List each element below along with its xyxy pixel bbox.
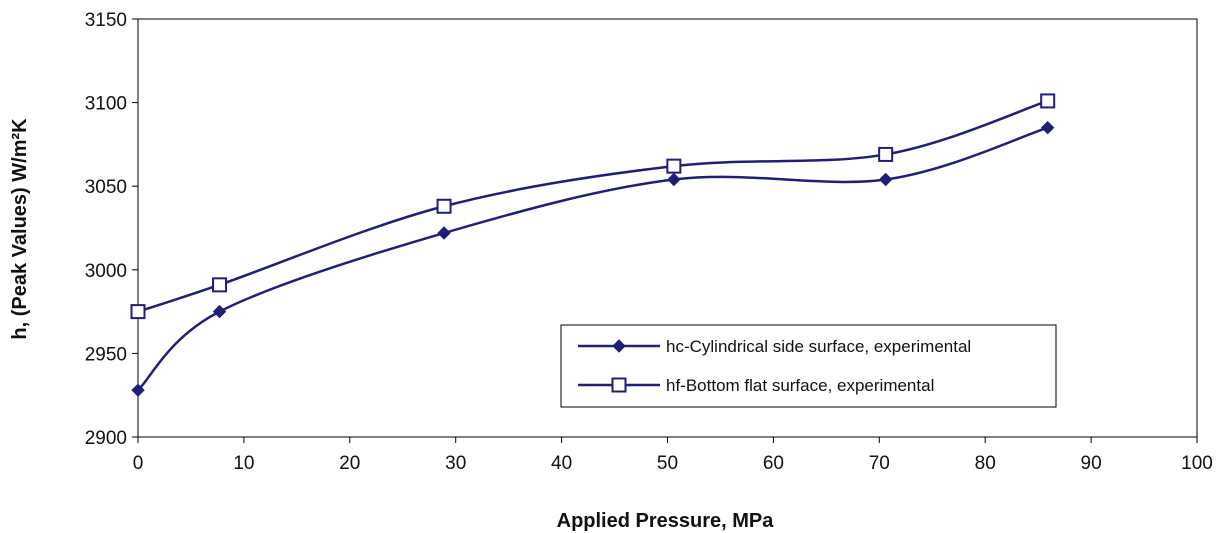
x-tick-label: 100 xyxy=(1181,453,1213,474)
series-line-hf xyxy=(137,99,1049,313)
x-tick-label: 20 xyxy=(339,453,360,474)
data-point-hf xyxy=(1040,93,1056,109)
data-point-hc xyxy=(667,172,681,187)
legend-swatch-hf xyxy=(611,377,627,393)
data-point-hc xyxy=(212,304,227,319)
data-point-hc xyxy=(1040,120,1055,135)
x-tick-label: 90 xyxy=(1081,453,1102,474)
series-layer xyxy=(130,93,1056,397)
x-tick-label: 0 xyxy=(133,453,144,474)
series-hc xyxy=(131,120,1055,397)
y-axis-title: h, (Peak Values) W/m²K xyxy=(9,118,31,340)
x-tick-label: 50 xyxy=(657,453,678,474)
y-tick-label: 3050 xyxy=(85,177,127,198)
x-tick-label: 40 xyxy=(551,453,572,474)
data-point-hf xyxy=(436,198,452,214)
data-point-hc xyxy=(437,226,451,240)
x-axis-title: Applied Pressure, MPa xyxy=(557,510,775,532)
y-tick-label: 3150 xyxy=(85,10,127,31)
x-tick-label: 80 xyxy=(975,453,996,474)
data-point-hc xyxy=(878,172,893,187)
legend-box xyxy=(560,324,1057,408)
y-tick-label: 2900 xyxy=(85,428,127,449)
x-tick-label: 30 xyxy=(445,453,466,474)
legend: hc-Cylindrical side surface, experimenta… xyxy=(560,324,1057,408)
legend-marker-hf xyxy=(611,377,627,393)
x-tick-label: 60 xyxy=(763,453,784,474)
data-point-hc xyxy=(131,383,145,397)
y-axis-ticks: 2900 2950 3000 3050 3100 3150 xyxy=(85,10,138,449)
legend-swatch-hc xyxy=(612,339,626,353)
data-point-hf xyxy=(130,304,146,320)
x-tick-label: 10 xyxy=(233,453,254,474)
legend-label-hf: hf-Bottom flat surface, experimental xyxy=(666,376,934,395)
data-point-hf xyxy=(212,277,228,293)
x-axis-ticks: 0 10 20 30 40 50 60 70 80 90 100 xyxy=(133,437,1213,474)
y-tick-label: 2950 xyxy=(85,344,127,365)
legend-label-hc: hc-Cylindrical side surface, experimenta… xyxy=(666,337,971,356)
data-point-hf xyxy=(666,158,682,174)
y-tick-label: 3100 xyxy=(85,94,127,115)
legend-marker-hc xyxy=(612,339,626,353)
data-point-hf xyxy=(878,146,894,162)
x-tick-label: 70 xyxy=(869,453,890,474)
series-hf xyxy=(130,93,1056,320)
y-tick-label: 3000 xyxy=(85,261,127,282)
